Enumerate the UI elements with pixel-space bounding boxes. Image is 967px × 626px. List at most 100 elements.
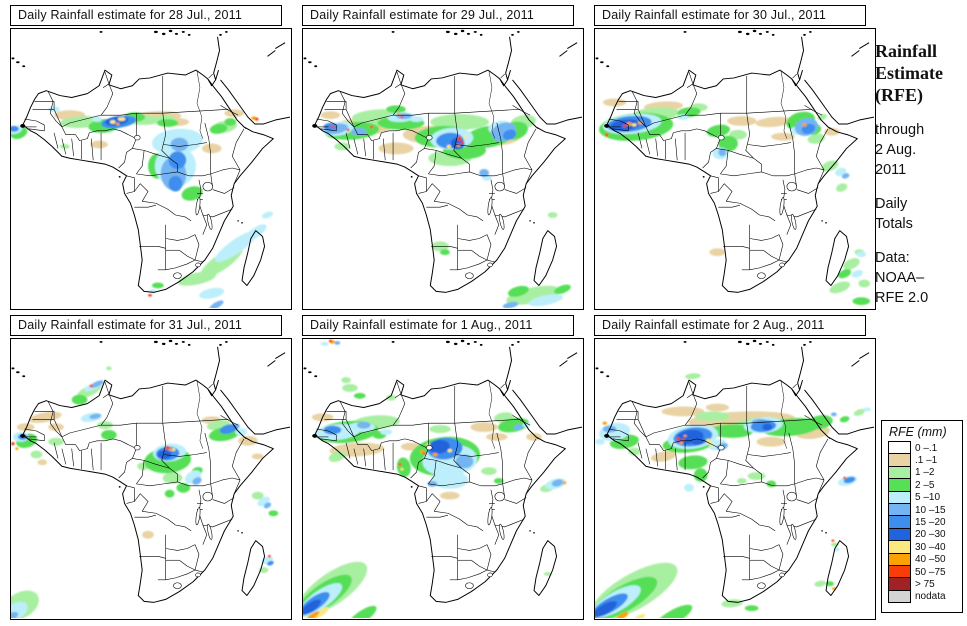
rainfall-blob: [328, 339, 332, 343]
rainfall-blob: [11, 125, 19, 132]
rainfall-blob: [224, 118, 237, 126]
rainfall-blob: [493, 478, 504, 484]
rainfall-blob: [762, 423, 773, 431]
legend-swatch: [888, 478, 911, 492]
info-title-line: Estimate: [875, 63, 943, 83]
rainfall-blob: [28, 411, 62, 423]
rainfall-blob: [90, 140, 108, 149]
rainfall-blob: [71, 394, 88, 405]
legend-swatch: [888, 465, 911, 480]
rainfall-blob: [165, 445, 170, 450]
legend-title: RFE (mm): [889, 425, 947, 439]
legend-label: 2 –5: [915, 479, 935, 491]
map-frame: [10, 338, 292, 620]
rainfall-blob: [48, 423, 64, 432]
rainfall-blob: [164, 489, 175, 498]
rainfall-blob: [89, 384, 94, 388]
rainfall-blob: [831, 539, 835, 542]
legend-label: 15 –20: [915, 517, 946, 529]
rainfall-blob: [251, 453, 264, 460]
rainfall-blob: [115, 122, 120, 126]
rainfall-blob: [654, 604, 693, 618]
map-frame: [302, 338, 584, 620]
rainfall-blob: [261, 211, 274, 219]
rainfall-blob: [341, 377, 351, 384]
rainfall-blob: [602, 98, 627, 107]
rainfall-blob: [863, 407, 872, 412]
rainfall-blob: [170, 137, 189, 152]
rainfall-blob: [463, 135, 468, 139]
rainfall-blob: [693, 468, 708, 482]
rainfall-blob: [142, 530, 154, 539]
rainfall-blob: [334, 340, 341, 345]
info-totals: Daily Totals: [875, 194, 965, 234]
rainfall-blob: [209, 300, 224, 308]
rainfall-blob: [37, 459, 48, 466]
map-panel: Daily Rainfall estimate for 29 Jul., 201…: [302, 5, 584, 310]
rainfall-blob: [486, 432, 508, 441]
rainfall-blob: [168, 175, 183, 192]
rainfall-blob: [814, 580, 826, 587]
rainfall-blob: [323, 122, 338, 131]
rainfall-blob: [238, 435, 258, 446]
rainfall-blob: [841, 173, 850, 179]
legend-swatch: [888, 515, 911, 529]
rainfall-blob: [690, 436, 705, 446]
map-title: Daily Rainfall estimate for 31 Jul., 201…: [10, 315, 282, 336]
rainfall-blob: [835, 167, 847, 177]
africa-map: [303, 29, 582, 308]
map-panel: Daily Rainfall estimate for 28 Jul., 201…: [10, 5, 292, 310]
info-source-line: NOAA–: [875, 270, 925, 286]
legend-swatch: [888, 502, 911, 517]
rainfall-blob: [235, 428, 247, 436]
rainfall-blob: [853, 409, 865, 416]
legend: RFE (mm) 0 –.1.1 –1 1 –2 2 –5 5 –10 10 –15 15…: [881, 420, 963, 613]
rainfall-blob: [192, 477, 202, 485]
rainfall-blob: [470, 422, 498, 432]
rainfall-blob: [628, 447, 641, 456]
rainfall-blob: [595, 438, 605, 445]
legend-swatch: [888, 490, 911, 504]
rainfall-blob: [440, 491, 460, 500]
rainfall-blob: [721, 599, 743, 608]
legend-rows: 0 –.1.1 –1 1 –2 2 –5 5 –10 10 –15 15 –20 20 –3…: [888, 441, 962, 604]
africa-map: [303, 339, 582, 618]
rainfall-blob: [323, 425, 342, 435]
rainfall-blob: [446, 144, 452, 149]
rainfall-blob: [400, 467, 404, 471]
legend-label: 1 –2: [915, 467, 935, 479]
legend-row: nodata: [888, 589, 962, 604]
info-source-line: Data:: [875, 250, 910, 266]
rainfall-blob: [440, 249, 450, 256]
rainfall-blob: [836, 183, 848, 192]
info-totals-line: Totals: [875, 216, 913, 232]
rainfall-blob: [380, 429, 393, 435]
rainfall-blob: [353, 392, 366, 399]
rainfall-blob: [718, 148, 727, 157]
legend-label: 20 –30: [915, 529, 946, 541]
rainfall-blob: [824, 127, 840, 136]
rainfall-blob: [15, 447, 19, 451]
rainfall-blob: [744, 605, 759, 612]
rainfall-blob: [736, 478, 747, 484]
legend-label: 5 –10: [915, 492, 941, 504]
rainfall-blob: [386, 394, 396, 401]
rainfall-blob: [16, 423, 35, 432]
legend-label: nodata: [915, 591, 946, 603]
legend-swatch: [888, 589, 911, 604]
rainfall-blob: [622, 124, 626, 128]
info-title-line: Rainfall: [875, 41, 938, 61]
rainfall-blob: [821, 160, 839, 172]
rainfall-blob: [334, 142, 350, 151]
rainfall-blob: [543, 571, 552, 576]
rainfall-blob: [420, 449, 425, 454]
legend-swatch: [888, 527, 911, 542]
rainfall-blob: [547, 212, 558, 218]
rainfall-blob: [219, 424, 237, 434]
rainfall-blob: [851, 269, 864, 278]
rainfall-blob: [650, 451, 677, 462]
rainfall-blob: [604, 133, 609, 137]
info-title: Rainfall Estimate (RFE): [875, 40, 965, 106]
rainfall-blob: [386, 105, 406, 114]
